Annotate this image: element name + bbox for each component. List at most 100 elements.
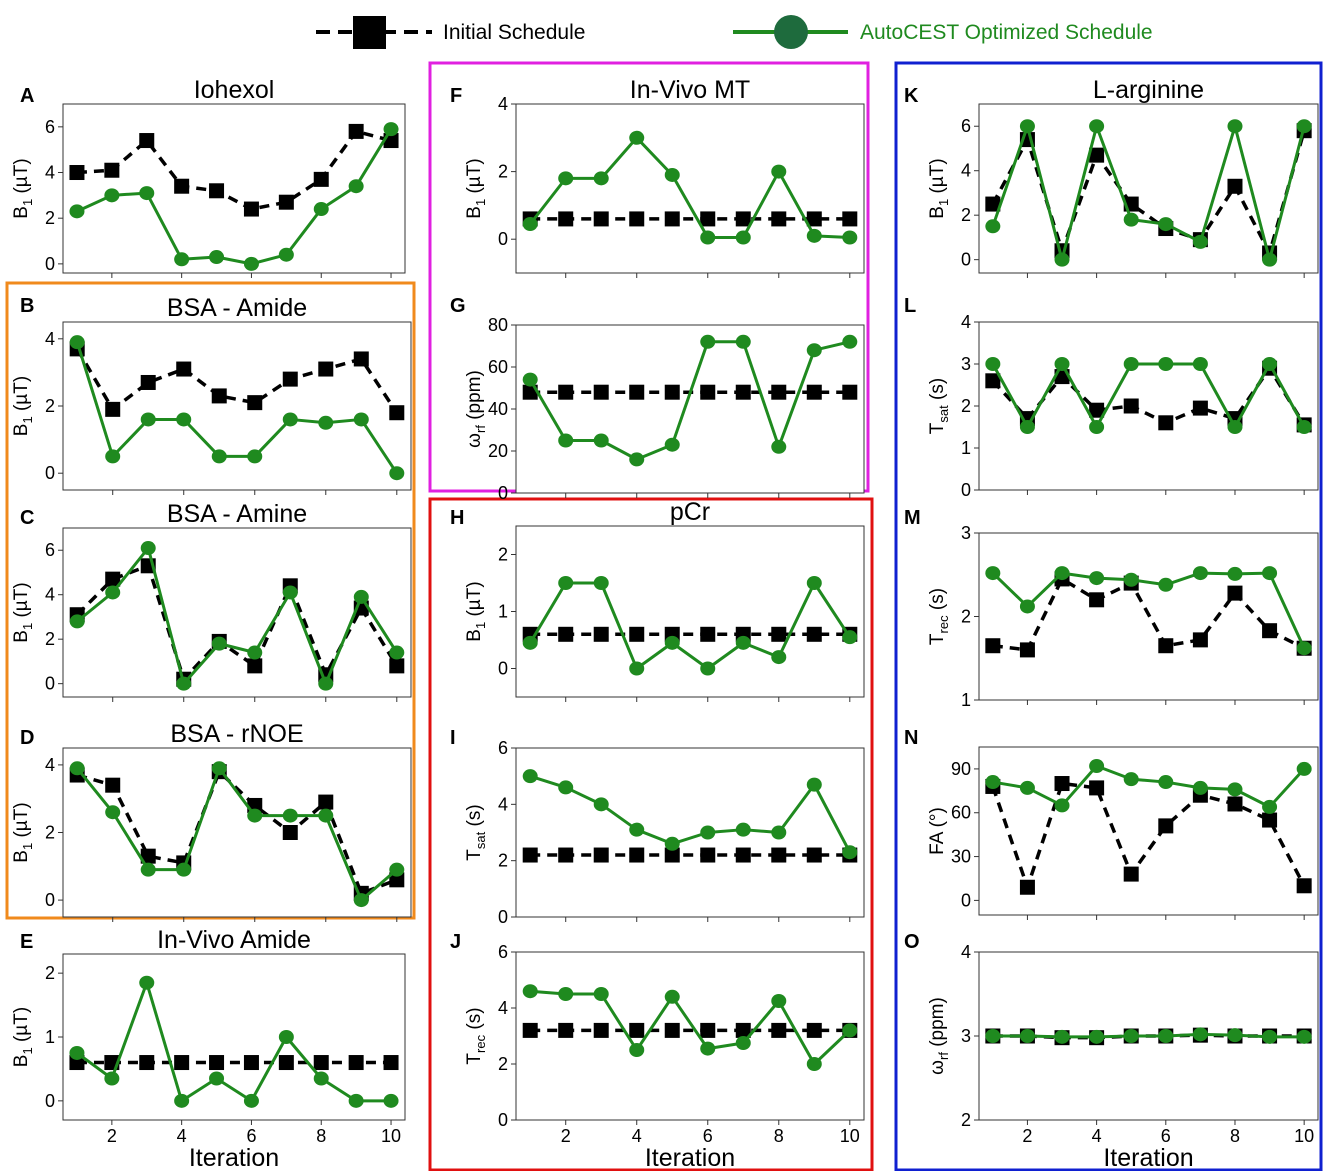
y-axis-label: B1 (µT) bbox=[927, 158, 951, 218]
optimized-point bbox=[664, 167, 680, 182]
optimized-point bbox=[174, 252, 190, 267]
optimized-point bbox=[140, 862, 156, 877]
initial-point bbox=[318, 794, 334, 810]
legend: Initial Schedule AutoCEST Optimized Sche… bbox=[316, 15, 1153, 49]
y-tick-label: 3 bbox=[961, 1026, 971, 1046]
optimized-point bbox=[664, 635, 680, 650]
y-tick-label: 0 bbox=[45, 463, 55, 483]
initial-point bbox=[278, 1055, 294, 1071]
panel-letter: L bbox=[904, 295, 916, 317]
optimized-point bbox=[558, 433, 574, 448]
legend-initial-label: Initial Schedule bbox=[443, 21, 585, 44]
optimized-point bbox=[105, 585, 121, 600]
y-tick-label: 4 bbox=[498, 794, 508, 814]
y-tick-label: 0 bbox=[45, 674, 55, 694]
initial-point bbox=[558, 211, 574, 227]
optimized-point bbox=[278, 247, 294, 262]
optimized-series-line bbox=[76, 766, 398, 902]
optimized-point bbox=[69, 761, 85, 776]
x-tick-label: 8 bbox=[1230, 1126, 1240, 1146]
initial-point bbox=[522, 847, 538, 863]
initial-point bbox=[1089, 780, 1105, 796]
optimized-point bbox=[1123, 357, 1139, 371]
optimized-series-line bbox=[529, 136, 850, 240]
optimized-point bbox=[1123, 1029, 1139, 1043]
optimized-point bbox=[1296, 119, 1312, 134]
axes-frame bbox=[978, 321, 1319, 491]
y-tick-label: 2 bbox=[961, 205, 971, 225]
optimized-point bbox=[771, 439, 787, 454]
axes-frame bbox=[515, 525, 865, 698]
y-tick-label: 1 bbox=[961, 690, 971, 710]
initial-point bbox=[139, 133, 155, 149]
optimized-point bbox=[629, 661, 645, 676]
legend-optimized-marker bbox=[774, 15, 808, 49]
panel-letter: F bbox=[450, 85, 462, 107]
optimized-series-line bbox=[991, 362, 1306, 429]
optimized-point bbox=[139, 975, 155, 990]
initial-point bbox=[771, 626, 787, 642]
y-axis-label: B1 (µT) bbox=[11, 1007, 35, 1067]
y-axis-label: Tsat (s) bbox=[464, 804, 488, 860]
optimized-point bbox=[243, 1093, 259, 1108]
initial-point bbox=[806, 626, 822, 642]
optimized-point bbox=[985, 1029, 1001, 1043]
optimized-point bbox=[593, 433, 609, 448]
optimized-point bbox=[104, 1071, 120, 1086]
y-tick-label: 6 bbox=[961, 116, 971, 136]
y-tick-label: 0 bbox=[961, 480, 971, 500]
initial-point bbox=[593, 384, 609, 400]
initial-point bbox=[664, 847, 680, 863]
panel-M: M 1 2 3 Trec (s) bbox=[904, 507, 1319, 710]
x-tick-label: 8 bbox=[774, 1126, 784, 1146]
initial-point bbox=[282, 371, 298, 387]
initial-point bbox=[629, 847, 645, 863]
optimized-point bbox=[174, 1093, 190, 1108]
optimized-point bbox=[1296, 641, 1312, 656]
optimized-point bbox=[629, 822, 645, 837]
x-axis-label: Iteration bbox=[645, 1144, 735, 1171]
optimized-point bbox=[558, 576, 574, 590]
y-tick-label: 4 bbox=[961, 161, 971, 181]
initial-point bbox=[593, 1022, 609, 1038]
optimized-point bbox=[700, 334, 716, 349]
panel-C: C 0 2 4 6 B1 (µT) BSA - Amine bbox=[11, 500, 412, 702]
optimized-point bbox=[1262, 252, 1278, 267]
optimized-point bbox=[1158, 357, 1174, 371]
optimized-point bbox=[282, 808, 298, 823]
optimized-point bbox=[806, 228, 822, 243]
y-tick-label: 4 bbox=[961, 942, 971, 962]
panel-letter: M bbox=[904, 507, 921, 529]
initial-series-line bbox=[992, 577, 1305, 652]
initial-point bbox=[1019, 879, 1035, 895]
initial-point bbox=[1296, 878, 1312, 894]
optimized-series-line bbox=[75, 341, 399, 475]
initial-point bbox=[1089, 402, 1105, 418]
x-tick-label: 10 bbox=[840, 1126, 860, 1146]
optimized-point bbox=[1296, 761, 1312, 776]
y-axis-label: Trec (s) bbox=[464, 1007, 488, 1064]
y-axis-label: ωrf (ppm) bbox=[927, 997, 951, 1075]
optimized-series-line bbox=[529, 774, 852, 853]
initial-point bbox=[1019, 642, 1035, 658]
initial-point bbox=[104, 162, 120, 178]
initial-point bbox=[140, 374, 156, 390]
optimized-point bbox=[842, 630, 858, 645]
optimized-point bbox=[842, 334, 858, 349]
panel-G: G 0 20 40 60 80 ωrf (ppm) bbox=[450, 295, 865, 503]
y-axis-label: B1 (µT) bbox=[11, 582, 35, 642]
initial-point bbox=[700, 211, 716, 227]
optimized-point bbox=[1089, 571, 1105, 586]
initial-point bbox=[318, 361, 334, 377]
initial-point bbox=[806, 1022, 822, 1038]
optimized-point bbox=[318, 676, 334, 691]
optimized-point bbox=[558, 780, 574, 795]
initial-point bbox=[558, 384, 574, 400]
optimized-point bbox=[1054, 357, 1070, 371]
optimized-point bbox=[105, 449, 121, 464]
optimized-point bbox=[735, 230, 751, 245]
optimized-point bbox=[806, 1057, 822, 1071]
y-tick-label: 2 bbox=[498, 545, 508, 565]
optimized-point bbox=[389, 466, 405, 481]
